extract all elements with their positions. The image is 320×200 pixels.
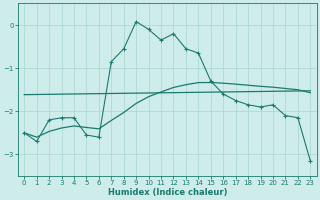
X-axis label: Humidex (Indice chaleur): Humidex (Indice chaleur) [108, 188, 227, 197]
